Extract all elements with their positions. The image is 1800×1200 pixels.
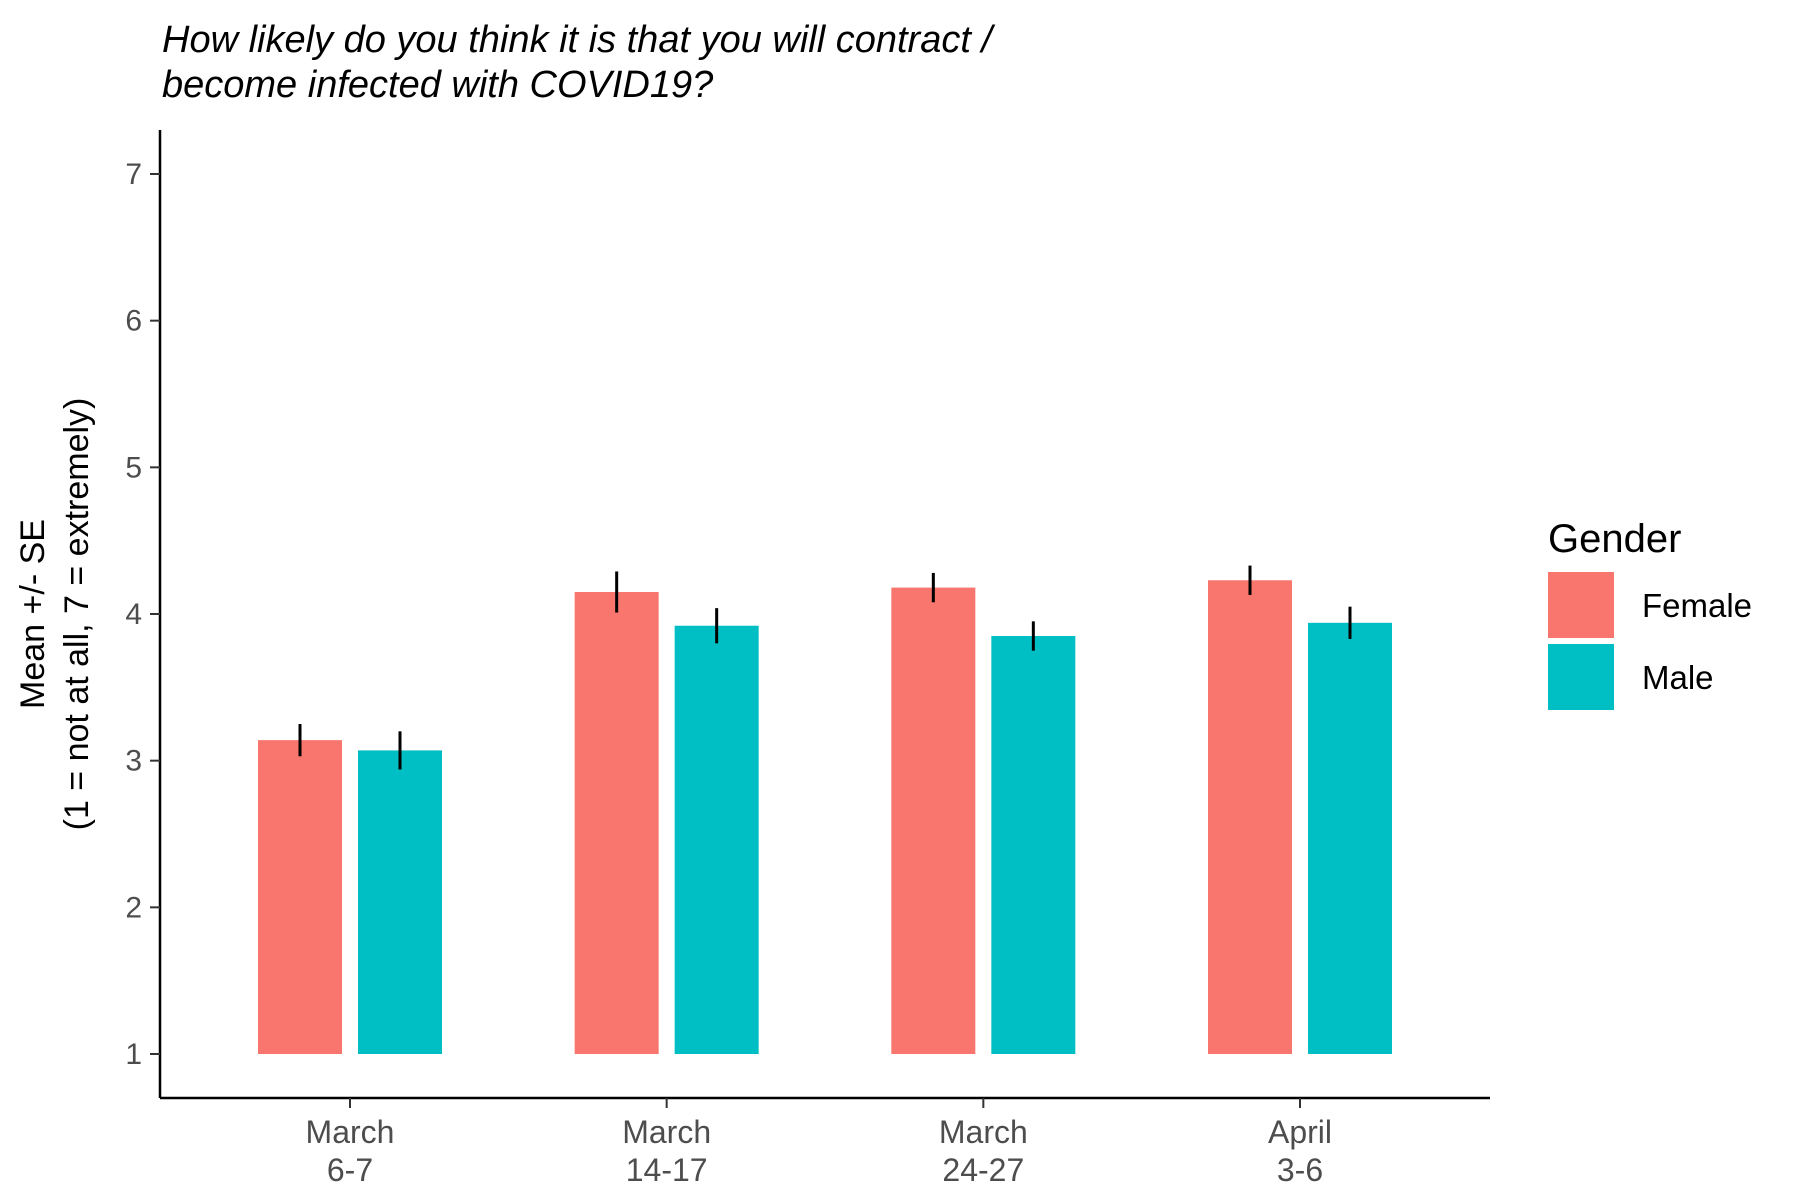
x-tick-label: March <box>622 1114 711 1150</box>
legend-key-male <box>1548 644 1614 710</box>
error-bars-layer <box>298 565 1352 770</box>
bar-male-1 <box>674 625 759 1054</box>
bar-female-1 <box>574 592 659 1054</box>
legend-label-female: Female <box>1642 587 1752 624</box>
x-tick-label: March <box>306 1114 395 1150</box>
legend: Gender Female Male <box>1548 517 1752 710</box>
bar-female-0 <box>258 740 342 1054</box>
x-tick-label: 24-27 <box>942 1152 1024 1188</box>
x-tick-label: 3-6 <box>1277 1152 1323 1188</box>
legend-title: Gender <box>1548 517 1681 561</box>
bar-male-2 <box>991 636 1076 1054</box>
chart-title-line-2: become infected with COVID19? <box>162 64 714 106</box>
bars-layer <box>258 580 1392 1054</box>
y-tick-label: 7 <box>125 158 142 191</box>
legend-label-male: Male <box>1642 659 1714 696</box>
x-tick-label: 6-7 <box>327 1152 373 1188</box>
y-axis-title-line-1: Mean +/- SE <box>14 519 52 709</box>
chart-title-line-1: How likely do you think it is that you w… <box>162 19 993 61</box>
y-tick-label: 6 <box>125 305 142 338</box>
x-tick-label: 14-17 <box>626 1152 708 1188</box>
y-tick-label: 4 <box>125 598 142 631</box>
legend-key-female <box>1548 572 1614 638</box>
x-tick-label: March <box>939 1114 1028 1150</box>
y-axis-title-line-2: (1 = not at all, 7 = extremely) <box>58 398 96 831</box>
y-axis-title: Mean +/- SE (1 = not at all, 7 = extremel… <box>14 398 96 831</box>
y-tick-label: 1 <box>125 1038 142 1071</box>
y-axis: 1 2 3 4 5 6 7 <box>125 130 162 1098</box>
y-tick-label: 3 <box>125 745 142 778</box>
bar-male-3 <box>1308 622 1392 1054</box>
bar-female-3 <box>1208 580 1292 1054</box>
y-tick-label: 2 <box>125 891 142 924</box>
x-tick-label: April <box>1268 1114 1332 1150</box>
chart-title: How likely do you think it is that you w… <box>162 18 992 108</box>
bar-female-2 <box>891 587 976 1054</box>
bar-male-0 <box>358 750 442 1054</box>
y-tick-label: 5 <box>125 451 142 484</box>
